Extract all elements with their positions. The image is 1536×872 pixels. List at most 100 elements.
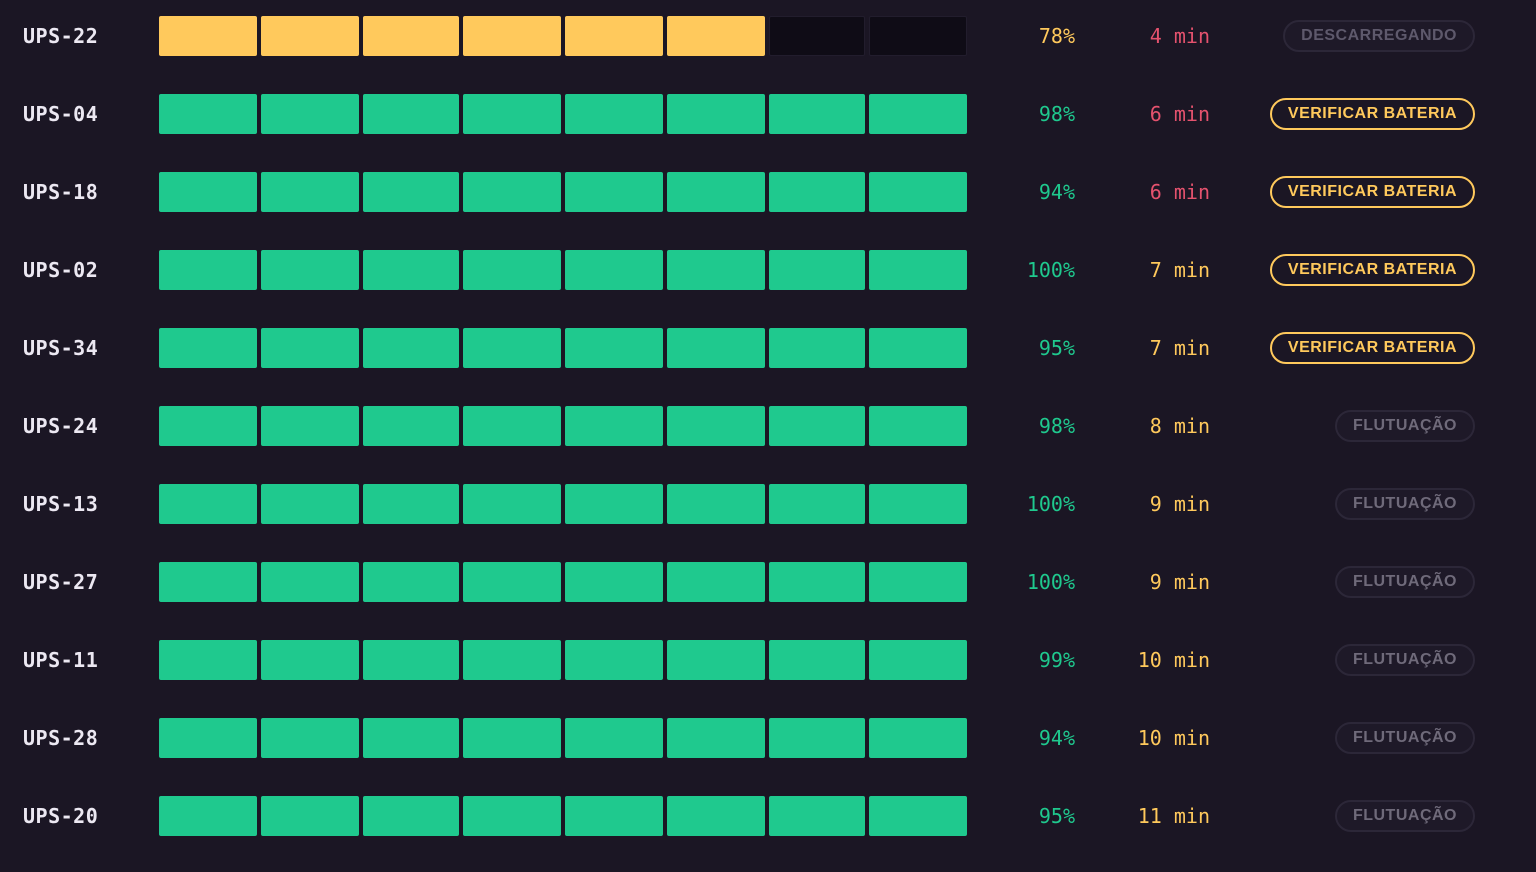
ups-row[interactable]: UPS-02 100% 7 min VERIFICAR BATERIA	[0, 250, 1536, 290]
battery-segment-filled	[463, 796, 561, 836]
battery-segment-filled	[261, 250, 359, 290]
battery-segment-filled	[463, 328, 561, 368]
charge-percent: 100%	[1026, 492, 1075, 516]
battery-segment-filled	[159, 640, 257, 680]
battery-segment-filled	[565, 406, 663, 446]
battery-segment-filled	[869, 640, 967, 680]
status-badge[interactable]: VERIFICAR BATERIA	[1269, 332, 1475, 364]
status-badge[interactable]: VERIFICAR BATERIA	[1269, 176, 1475, 208]
battery-segment-filled	[159, 328, 257, 368]
battery-segment-filled	[363, 172, 459, 212]
battery-segment-filled	[565, 640, 663, 680]
battery-segment-filled	[463, 172, 561, 212]
battery-segment-filled	[463, 484, 561, 524]
battery-gauge	[159, 562, 969, 602]
battery-segment-filled	[869, 562, 967, 602]
battery-segment-filled	[769, 172, 865, 212]
runtime-estimate: 6 min	[1149, 102, 1210, 126]
battery-segment-filled	[869, 718, 967, 758]
runtime-estimate: 10 min	[1137, 648, 1210, 672]
ups-name: UPS-18	[23, 180, 99, 204]
ups-row[interactable]: UPS-18 94% 6 min VERIFICAR BATERIA	[0, 172, 1536, 212]
ups-row[interactable]: UPS-20 95% 11 min FLUTUAÇÃO	[0, 796, 1536, 836]
ups-name: UPS-22	[23, 24, 99, 48]
ups-name: UPS-04	[23, 102, 99, 126]
ups-name: UPS-20	[23, 804, 99, 828]
ups-name: UPS-02	[23, 258, 99, 282]
battery-segment-filled	[565, 796, 663, 836]
charge-percent: 94%	[1038, 726, 1075, 750]
battery-segment-filled	[667, 172, 765, 212]
battery-segment-filled	[869, 94, 967, 134]
status-badge: FLUTUAÇÃO	[1334, 410, 1475, 442]
battery-segment-filled	[159, 94, 257, 134]
runtime-estimate: 9 min	[1149, 570, 1210, 594]
battery-segment-filled	[261, 94, 359, 134]
ups-row[interactable]: UPS-27 100% 9 min FLUTUAÇÃO	[0, 562, 1536, 602]
battery-segment-filled	[769, 796, 865, 836]
status-badge: DESCARREGANDO	[1283, 20, 1475, 52]
battery-segment-filled	[769, 484, 865, 524]
battery-segment-filled	[159, 172, 257, 212]
battery-segment-filled	[667, 484, 765, 524]
battery-gauge	[159, 94, 969, 134]
battery-segment-filled	[565, 250, 663, 290]
battery-segment-filled	[769, 562, 865, 602]
runtime-estimate: 9 min	[1149, 492, 1210, 516]
ups-row[interactable]: UPS-11 99% 10 min FLUTUAÇÃO	[0, 640, 1536, 680]
status-badge[interactable]: VERIFICAR BATERIA	[1269, 254, 1475, 286]
status-badge: FLUTUAÇÃO	[1334, 722, 1475, 754]
ups-row[interactable]: UPS-13 100% 9 min FLUTUAÇÃO	[0, 484, 1536, 524]
battery-gauge	[159, 16, 969, 56]
battery-gauge	[159, 796, 969, 836]
ups-name: UPS-28	[23, 726, 99, 750]
battery-segment-filled	[769, 640, 865, 680]
battery-segment-filled	[565, 94, 663, 134]
ups-row[interactable]: UPS-34 95% 7 min VERIFICAR BATERIA	[0, 328, 1536, 368]
ups-row[interactable]: UPS-22 78% 4 min DESCARREGANDO	[0, 16, 1536, 56]
ups-name: UPS-34	[23, 336, 99, 360]
battery-segment-filled	[261, 796, 359, 836]
battery-segment-filled	[667, 640, 765, 680]
charge-percent: 99%	[1038, 648, 1075, 672]
battery-segment-filled	[565, 718, 663, 758]
runtime-estimate: 8 min	[1149, 414, 1210, 438]
battery-segment-filled	[565, 328, 663, 368]
battery-segment-filled	[159, 406, 257, 446]
status-badge: FLUTUAÇÃO	[1334, 566, 1475, 598]
battery-segment-filled	[261, 328, 359, 368]
battery-segment-filled	[261, 718, 359, 758]
ups-row[interactable]: UPS-28 94% 10 min FLUTUAÇÃO	[0, 718, 1536, 758]
charge-percent: 98%	[1038, 414, 1075, 438]
battery-segment-filled	[869, 406, 967, 446]
battery-segment-filled	[363, 718, 459, 758]
battery-segment-filled	[363, 796, 459, 836]
ups-name: UPS-13	[23, 492, 99, 516]
charge-percent: 100%	[1026, 570, 1075, 594]
battery-segment-filled	[869, 484, 967, 524]
battery-segment-filled	[667, 406, 765, 446]
battery-segment-filled	[463, 562, 561, 602]
status-badge[interactable]: VERIFICAR BATERIA	[1269, 98, 1475, 130]
battery-segment-filled	[159, 562, 257, 602]
battery-segment-filled	[869, 328, 967, 368]
battery-segment-filled	[869, 796, 967, 836]
battery-segment-filled	[261, 16, 359, 56]
battery-segment-filled	[363, 484, 459, 524]
battery-gauge	[159, 250, 969, 290]
battery-segment-filled	[769, 718, 865, 758]
ups-name: UPS-24	[23, 414, 99, 438]
battery-segment-filled	[565, 562, 663, 602]
ups-row[interactable]: UPS-04 98% 6 min VERIFICAR BATERIA	[0, 94, 1536, 134]
ups-row[interactable]: UPS-24 98% 8 min FLUTUAÇÃO	[0, 406, 1536, 446]
battery-gauge	[159, 328, 969, 368]
charge-percent: 98%	[1038, 102, 1075, 126]
battery-gauge	[159, 718, 969, 758]
battery-segment-filled	[463, 94, 561, 134]
ups-name: UPS-11	[23, 648, 99, 672]
runtime-estimate: 10 min	[1137, 726, 1210, 750]
battery-segment-filled	[261, 640, 359, 680]
battery-segment-filled	[667, 328, 765, 368]
battery-segment-filled	[463, 640, 561, 680]
